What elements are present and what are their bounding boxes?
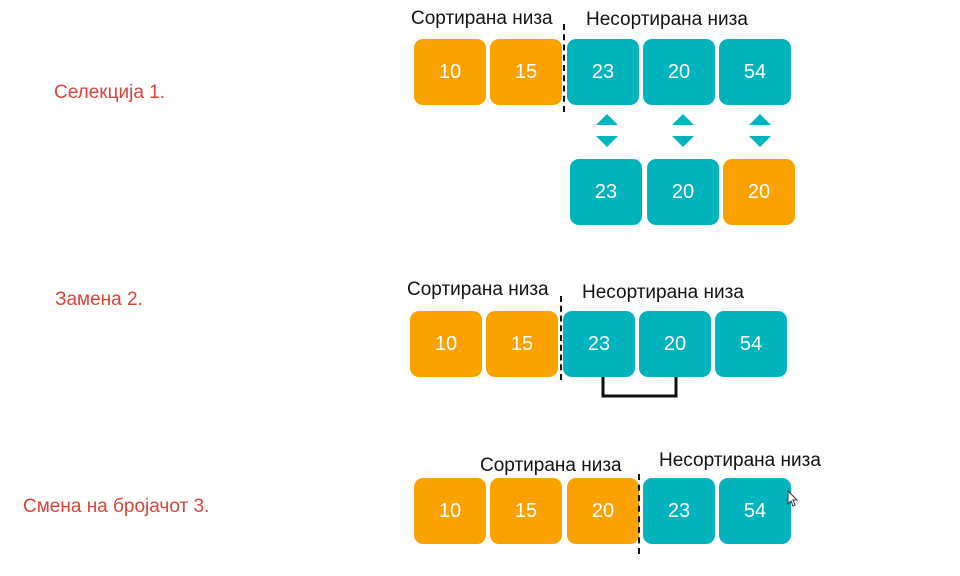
step-3-label: Смена на бројачот 3. (23, 496, 210, 517)
step-2-cell: 54 (715, 311, 787, 377)
step-3-cell: 23 (643, 478, 715, 544)
step-2-label: Замена 2. (55, 289, 143, 310)
step-1-sorted-divider (563, 24, 565, 112)
down-arrow-icon (596, 136, 618, 147)
step-2-cell: 20 (639, 311, 711, 377)
step-2-cell: 15 (486, 311, 558, 377)
step-3-sorted-divider (638, 474, 640, 554)
step-1-cell: 20 (643, 39, 715, 105)
down-arrow-icon (672, 136, 694, 147)
step-1-unsorted-header: Несортирана низа (586, 9, 748, 30)
step-3-cell: 10 (414, 478, 486, 544)
step-2-cell: 23 (563, 311, 635, 377)
cursor-arrow-icon (787, 489, 799, 507)
step-3-cell: 54 (719, 478, 791, 544)
step-1-cell: 10 (414, 39, 486, 105)
step-3-unsorted-header: Несортирана низа (659, 450, 821, 471)
step-2-unsorted-header: Несортирана низа (582, 282, 744, 303)
step-1-cell: 54 (719, 39, 791, 105)
step-1-compare-cell: 20 (647, 159, 719, 225)
step-1-compare-cell: 20 (723, 159, 795, 225)
step-1-sorted-header: Сортирана низа (411, 8, 553, 29)
step-2-sorted-header: Сортирана низа (407, 279, 549, 300)
up-arrow-icon (596, 114, 618, 125)
step-1-label: Селекција 1. (54, 82, 166, 103)
up-arrow-icon (749, 114, 771, 125)
step-3-cell: 15 (490, 478, 562, 544)
step-1-compare-cell: 23 (570, 159, 642, 225)
step-1-cell: 15 (490, 39, 562, 105)
swap-bracket-icon (601, 377, 678, 398)
step-2-sorted-divider (560, 296, 562, 380)
down-arrow-icon (749, 136, 771, 147)
step-2-cell: 10 (410, 311, 482, 377)
up-arrow-icon (672, 114, 694, 125)
step-3-cell: 20 (567, 478, 639, 544)
step-3-sorted-header: Сортирана низа (480, 455, 622, 476)
step-1-cell: 23 (567, 39, 639, 105)
